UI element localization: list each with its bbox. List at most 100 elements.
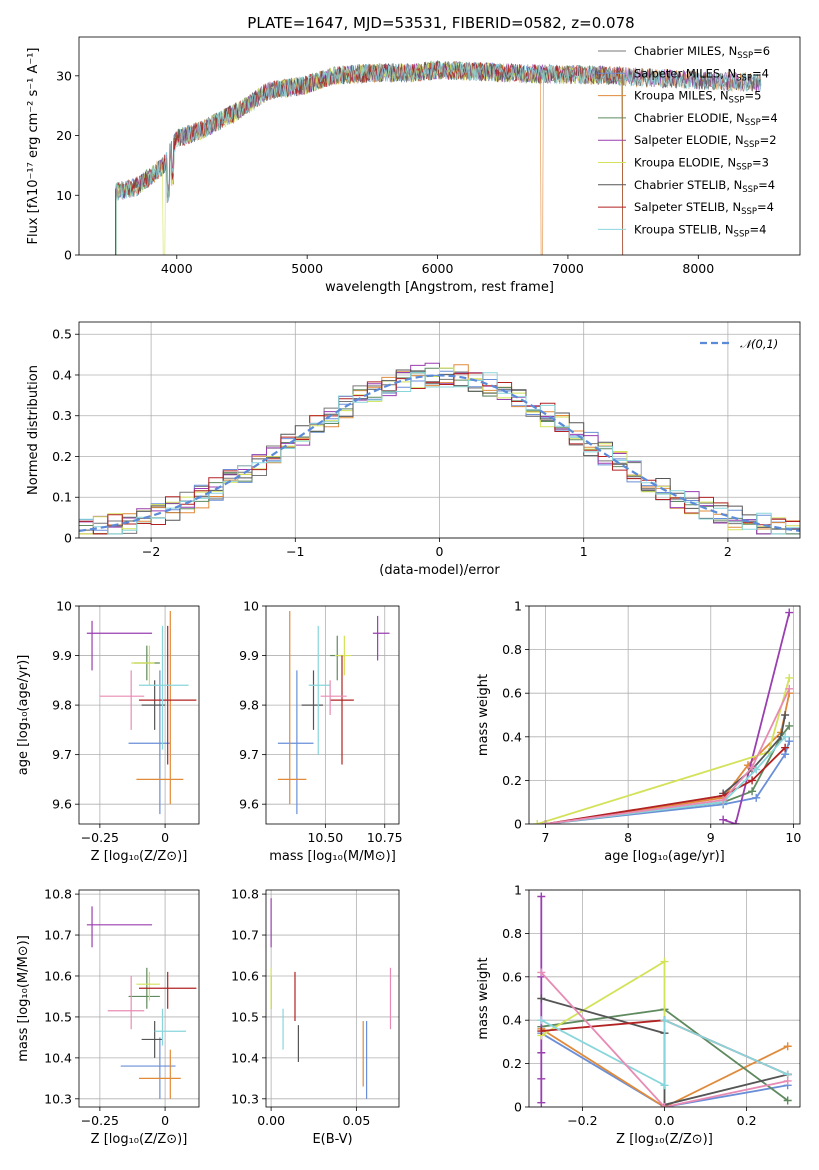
mass-weight-marker [533,820,542,824]
errorbar-point [120,1037,176,1099]
y-tick-label: 10.6 [231,968,259,983]
y-tick-label: 0 [64,531,72,546]
mass-weight-marker [537,892,546,901]
y-tick-label: 10.4 [231,1050,259,1065]
y-tick-label: 9.8 [239,698,259,713]
mass-weight-marker [748,787,757,796]
x-tick-label: 10.75 [367,830,403,845]
mass-weight-marker [537,968,546,977]
axes-frame [265,605,400,825]
x-tick-label: 0.2 [737,1113,757,1128]
mass-weight-marker [537,994,546,1003]
legend-entry: Salpeter MILES, NSSP=4 [634,66,769,83]
plot-area [79,362,800,535]
y-tick-label: 9.6 [52,797,72,812]
y-axis-label: mass [log₁₀(M/M⊙)] [16,935,31,1062]
y-tick-label: 0.8 [502,926,522,941]
y-tick-label: 10 [56,599,72,614]
y-tick-label: 10.5 [44,1009,72,1024]
mass-weight-marker [719,815,728,824]
mass-weight-marker [537,1016,546,1025]
x-axis-label: E(B-V) [312,1132,352,1147]
y-tick-label: 10.8 [231,887,259,902]
normal-reference-curve [79,374,800,532]
mass-weight-marker [781,711,790,719]
mass-weight-marker [783,1042,792,1051]
y-tick-label: 1 [514,883,522,898]
errorbar-point [277,610,307,805]
x-tick-label: 10.50 [307,830,343,845]
y-tick-label: 10.3 [231,1091,259,1106]
x-axis-label: wavelength [Angstrom, rest frame] [325,280,554,295]
mass-weight-series-line [545,688,791,824]
histogram-series [79,372,800,535]
errorbar-point [128,670,171,815]
mass-weight-marker [537,1027,546,1036]
axes-frame [265,889,400,1108]
errorbar-point [136,971,160,1001]
panel-spectrum: 4000 5000 6000 7000 8000 0 10 20 30 wavelength [A… [26,36,801,295]
x-tick-label: 8 [624,830,632,845]
mass-weight-marker [785,684,794,693]
legend-entry: Salpeter ELODIE, NSSP=2 [634,133,777,150]
y-tick-label: 9.6 [239,797,259,812]
mass-weight-series-line [545,736,786,824]
y-tick-label: 0.4 [502,1013,522,1028]
mass-weight-marker [785,737,794,746]
legend-entry: Chabrier STELIB, NSSP=4 [634,178,775,195]
x-tick-label: 0 [161,830,169,845]
mass-weight-series-line [540,971,788,1107]
y-tick-label: 10.7 [231,928,259,943]
mass-weight-marker [719,796,728,805]
errorbar-point [107,975,145,1030]
mass-weight-marker [785,673,794,682]
y-tick-label: 1 [514,599,522,614]
y-axis-label: age [log₁₀(age/yr)] [16,655,31,776]
mass-weight-marker [748,763,757,772]
mass-weight-series-line [722,612,791,824]
x-tick-label: 7000 [552,261,584,276]
errorbar-point [141,1021,163,1058]
y-tick-label: 0.6 [502,969,522,984]
mass-weight-marker [752,765,761,774]
histogram-series [79,369,800,535]
panel-mass-vs-Z: −0.25 0 10.3 10.4 10.5 10.6 10.7 10.8 Z [log₁₀(Z… [16,887,200,1147]
mass-weight-marker [660,1103,669,1107]
y-tick-label: 0.4 [52,367,72,382]
errorbar-point [136,610,184,805]
legend-entry: Salpeter STELIB, NSSP=4 [634,200,774,217]
y-tick-label: 9.7 [52,747,72,762]
figure-title: PLATE=1647, MJD=53531, FIBERID=0582, z=0… [247,14,634,32]
y-tick-label: 0.2 [52,449,72,464]
legend-entry: Kroupa STELIB, NSSP=4 [634,222,766,239]
legend-entry: Chabrier ELODIE, NSSP=4 [634,111,778,128]
x-axis-label: Z [log₁₀(Z/Z⊙)] [616,1132,713,1147]
mass-weight-series-line [722,714,786,795]
mass-weight-marker [752,793,761,802]
mass-weight-marker [781,743,790,752]
x-tick-label: 7 [542,830,550,845]
axes-frame [78,605,200,825]
mass-weight-marker [537,1098,546,1107]
y-tick-label: 10.5 [231,1009,259,1024]
y-tick-label: 10 [56,188,72,203]
x-tick-label: 2 [724,544,732,559]
x-tick-label: −2 [142,544,160,559]
mass-weight-marker [781,732,790,741]
y-axis-label: Flux [fλ10⁻¹⁷ erg cm⁻² s⁻¹ A⁻¹] [26,48,41,245]
plot-area [86,906,197,1099]
y-tick-label: 0.8 [502,642,522,657]
x-tick-label: 0 [436,544,444,559]
y-axis-label: mass weight [476,957,491,1039]
y-axis-label: Normed distribution [26,365,41,495]
x-tick-label: 5000 [291,261,323,276]
x-tick-label: 6000 [422,261,454,276]
y-tick-label: 10.6 [44,968,72,983]
panel-mass-weight-vs-age: 7 8 9 10 0 0.2 0.4 0.6 0.8 1 age [log₁₀(age/yr)] ma… [476,599,801,865]
plot-area [270,898,392,1099]
plot-area [86,610,197,815]
x-tick-label: 10 [785,830,801,845]
y-tick-label: 0 [514,1100,522,1115]
errorbar-point [139,625,197,765]
y-tick-label: 0.6 [502,686,522,701]
